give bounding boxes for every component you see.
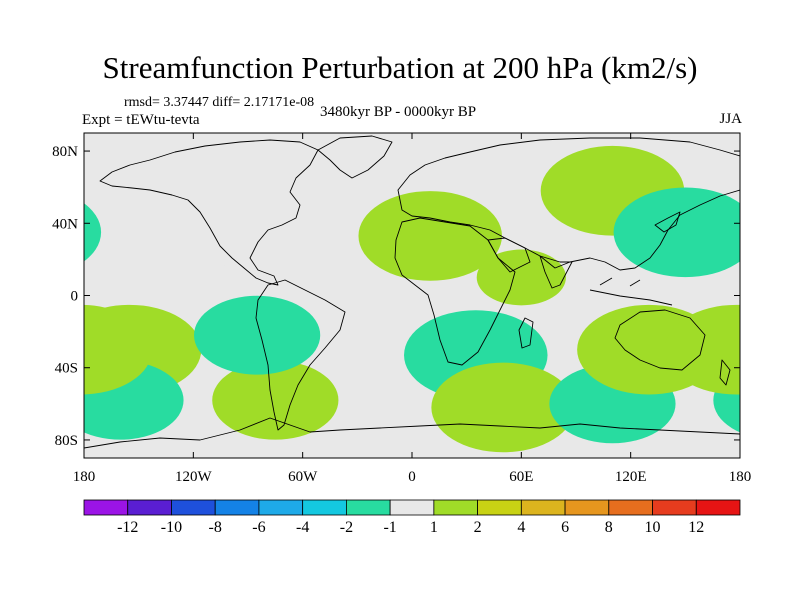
field-feature bbox=[431, 362, 575, 453]
colorbar-label: -8 bbox=[209, 519, 222, 536]
field-contour-band bbox=[664, 304, 740, 395]
field-contour-band bbox=[84, 178, 175, 258]
colorbar-swatch bbox=[127, 499, 172, 516]
colorbar-swatch bbox=[214, 499, 260, 516]
field-contour-band bbox=[219, 215, 332, 286]
field-feature bbox=[264, 152, 378, 223]
axes: 180 120W 60W 0 60E 120E 180 80N 40N 0 40S 80S bbox=[52, 133, 751, 485]
coastline-antarctica bbox=[84, 417, 740, 449]
field-feature bbox=[193, 295, 321, 375]
y-tick-label: 0 bbox=[71, 289, 79, 305]
colorbar-label: 10 bbox=[645, 519, 661, 536]
colorbar-label: 6 bbox=[561, 519, 569, 536]
coastline-indonesia bbox=[589, 277, 673, 306]
x-tick-label: 60E bbox=[509, 469, 533, 485]
coastline-new-zealand bbox=[719, 359, 731, 386]
colorbar-label: -6 bbox=[252, 519, 265, 536]
coastline-greenland bbox=[317, 135, 393, 179]
field-contour-band bbox=[84, 203, 102, 262]
y-tick-label: 40N bbox=[52, 216, 78, 232]
coastline-arabia bbox=[487, 237, 531, 273]
y-tick-label: 80N bbox=[52, 144, 78, 160]
field-contour-band bbox=[84, 304, 153, 395]
field-feature bbox=[84, 187, 740, 278]
field-contour-band bbox=[613, 187, 740, 278]
colorbar-label: 1 bbox=[430, 519, 438, 536]
coastlines bbox=[84, 135, 740, 449]
coastline-madagascar bbox=[518, 317, 534, 349]
season-label: JJA bbox=[719, 111, 742, 127]
field-contour-band bbox=[738, 212, 740, 224]
field-contour-band bbox=[264, 152, 378, 223]
stats-text: rmsd= 3.37447 diff= 2.17171e-08 bbox=[124, 95, 315, 110]
experiment-label: Expt = tEWtu-tevta bbox=[82, 112, 200, 128]
colorbar-label: -1 bbox=[383, 519, 396, 536]
field-contour-band bbox=[731, 384, 740, 417]
period-label: 3480kyr BP - 0000kyr BP bbox=[320, 104, 477, 120]
field-feature bbox=[84, 304, 740, 395]
field-contour-band bbox=[431, 362, 575, 453]
colorbar-label: 8 bbox=[605, 519, 613, 536]
colorbar-label: -4 bbox=[296, 519, 309, 536]
coastline-japan bbox=[654, 211, 681, 233]
colorbar-swatch bbox=[345, 499, 391, 516]
colorbar-label: 4 bbox=[517, 519, 525, 536]
x-tick-label: 180 bbox=[73, 469, 96, 485]
coastline-south-america bbox=[255, 279, 346, 431]
chart-title: Streamfunction Perturbation at 200 hPa (… bbox=[102, 50, 698, 85]
colorbar-swatch bbox=[389, 499, 435, 516]
field-contour-band bbox=[735, 336, 740, 363]
x-tick-label: 60W bbox=[288, 469, 318, 485]
colorbar-swatch bbox=[171, 499, 216, 516]
colorbar: -12 -10 -8 -6 -4 -2 -1 1 2 4 6 8 10 12 bbox=[83, 499, 741, 536]
coastline-india bbox=[539, 255, 573, 289]
field-contour-band bbox=[84, 224, 86, 241]
colorbar-label: -2 bbox=[340, 519, 353, 536]
colorbar-swatch bbox=[564, 499, 610, 516]
coastline-north-america bbox=[99, 139, 319, 286]
colorbar-swatch bbox=[433, 499, 479, 516]
x-tick-label: 120E bbox=[615, 469, 647, 485]
colorbar-swatch bbox=[520, 499, 566, 516]
colorbar-swatch bbox=[652, 499, 697, 516]
field-contour-band bbox=[733, 205, 740, 231]
colorbar-label: -12 bbox=[117, 519, 138, 536]
streamfunction-field bbox=[84, 133, 740, 458]
y-tick-label: 80S bbox=[55, 433, 78, 449]
colorbar-swatch bbox=[608, 499, 653, 516]
colorbar-label: 2 bbox=[474, 519, 482, 536]
field-contour-band bbox=[737, 390, 740, 410]
field-contour-band bbox=[212, 360, 339, 440]
field-contour-band bbox=[84, 212, 93, 253]
colorbar-swatch bbox=[477, 499, 522, 516]
y-tick-label: 40S bbox=[55, 361, 78, 377]
field-feature bbox=[476, 249, 566, 306]
colorbar-swatch bbox=[83, 499, 129, 516]
coastline-africa bbox=[394, 217, 516, 366]
colorbar-swatch bbox=[258, 499, 304, 516]
field-contour-band bbox=[358, 191, 502, 281]
field-feature bbox=[212, 360, 339, 440]
x-tick-label: 120W bbox=[175, 469, 213, 485]
x-tick-label: 0 bbox=[408, 469, 416, 485]
field-contour-band bbox=[193, 295, 321, 375]
field-feature bbox=[219, 215, 332, 286]
field-feature bbox=[330, 339, 421, 396]
coastline-australia bbox=[614, 309, 706, 371]
colorbar-swatch bbox=[302, 499, 347, 516]
colorbar-label: 12 bbox=[688, 519, 704, 536]
colorbar-label: -10 bbox=[161, 519, 182, 536]
x-tick-label: 180 bbox=[729, 469, 752, 485]
colorbar-swatch bbox=[695, 499, 741, 516]
field-contour-band bbox=[476, 249, 566, 306]
field-contour-band bbox=[330, 339, 421, 396]
